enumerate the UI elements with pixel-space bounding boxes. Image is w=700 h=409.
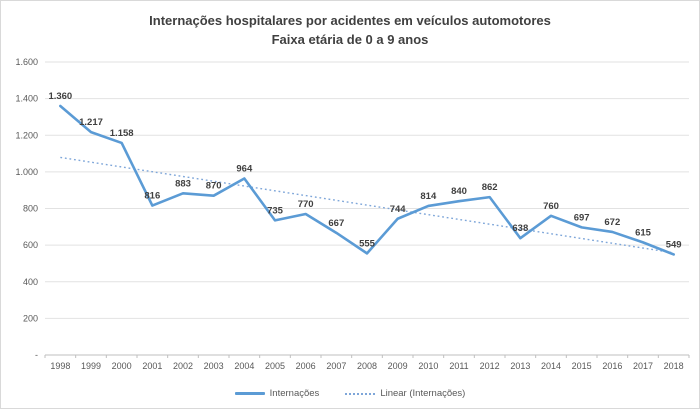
legend-series-label: Internações — [269, 388, 320, 399]
data-label: 697 — [574, 212, 590, 223]
x-axis-label: 2006 — [296, 361, 316, 371]
y-axis-label: - — [35, 350, 38, 360]
y-axis-label: 1.600 — [15, 57, 38, 67]
data-label: 862 — [482, 182, 498, 193]
x-axis-label: 2013 — [510, 361, 530, 371]
x-axis-label: 2001 — [142, 361, 162, 371]
x-axis-label: 2000 — [112, 361, 132, 371]
legend-item-internacoes: Internações — [234, 388, 320, 399]
data-label: 760 — [543, 201, 559, 212]
y-axis-label: 400 — [23, 277, 38, 287]
series-line-swatch — [234, 392, 265, 395]
y-axis-label: 200 — [23, 313, 38, 323]
data-label: 770 — [298, 199, 314, 210]
chart-subtitle: Faixa etária de 0 a 9 anos — [271, 32, 429, 47]
x-axis-label: 2004 — [234, 361, 254, 371]
x-axis-label: 2008 — [357, 361, 377, 371]
data-label: 1.158 — [110, 128, 134, 139]
x-axis-label: 2015 — [572, 361, 592, 371]
data-label: 1.360 — [48, 91, 72, 102]
x-axis-label: 2002 — [173, 361, 193, 371]
data-series-line — [59, 104, 675, 256]
data-label: 638 — [512, 223, 528, 234]
data-label: 735 — [267, 205, 284, 216]
data-label: 549 — [666, 239, 682, 250]
data-label: 672 — [604, 217, 620, 228]
data-label: 744 — [390, 204, 407, 215]
data-label: 870 — [206, 181, 222, 192]
data-label: 816 — [144, 191, 160, 202]
data-label: 1.217 — [79, 117, 103, 128]
x-axis-label: 2017 — [633, 361, 653, 371]
y-axis-label: 1.000 — [15, 167, 38, 177]
data-label: 555 — [359, 238, 376, 249]
x-axis-label: 2014 — [541, 361, 561, 371]
x-axis-label: 2009 — [388, 361, 408, 371]
data-label: 840 — [451, 186, 467, 197]
x-axis-label: 2007 — [326, 361, 346, 371]
chart-title-block: Internações hospitalares por acidentes e… — [1, 11, 699, 49]
y-axis-label: 1.400 — [15, 94, 38, 104]
trendline-swatch — [345, 392, 376, 395]
x-axis-label: 2011 — [449, 361, 468, 371]
legend-trend-label: Linear (Internações) — [380, 388, 466, 399]
x-axis-label: 2016 — [602, 361, 622, 371]
chart-legend: Internações Linear (Internações) — [1, 388, 699, 399]
data-label: 883 — [175, 178, 191, 189]
x-axis-label: 2018 — [664, 361, 684, 371]
x-axis-label: 2003 — [204, 361, 224, 371]
y-axis-label: 1.200 — [15, 130, 38, 140]
x-axis-label: 2012 — [480, 361, 500, 371]
data-label: 964 — [236, 163, 253, 174]
x-axis-label: 1998 — [50, 361, 70, 371]
data-label: 615 — [635, 227, 652, 238]
data-label: 814 — [420, 191, 437, 202]
legend-item-linear: Linear (Internações) — [345, 388, 465, 399]
data-label: 667 — [328, 218, 344, 229]
x-axis-label: 2005 — [265, 361, 285, 371]
chart-title: Internações hospitalares por acidentes e… — [149, 13, 551, 28]
x-axis-label: 2010 — [418, 361, 438, 371]
y-axis-label: 600 — [23, 240, 38, 250]
x-axis-label: 1999 — [81, 361, 101, 371]
y-axis-label: 800 — [23, 204, 38, 214]
